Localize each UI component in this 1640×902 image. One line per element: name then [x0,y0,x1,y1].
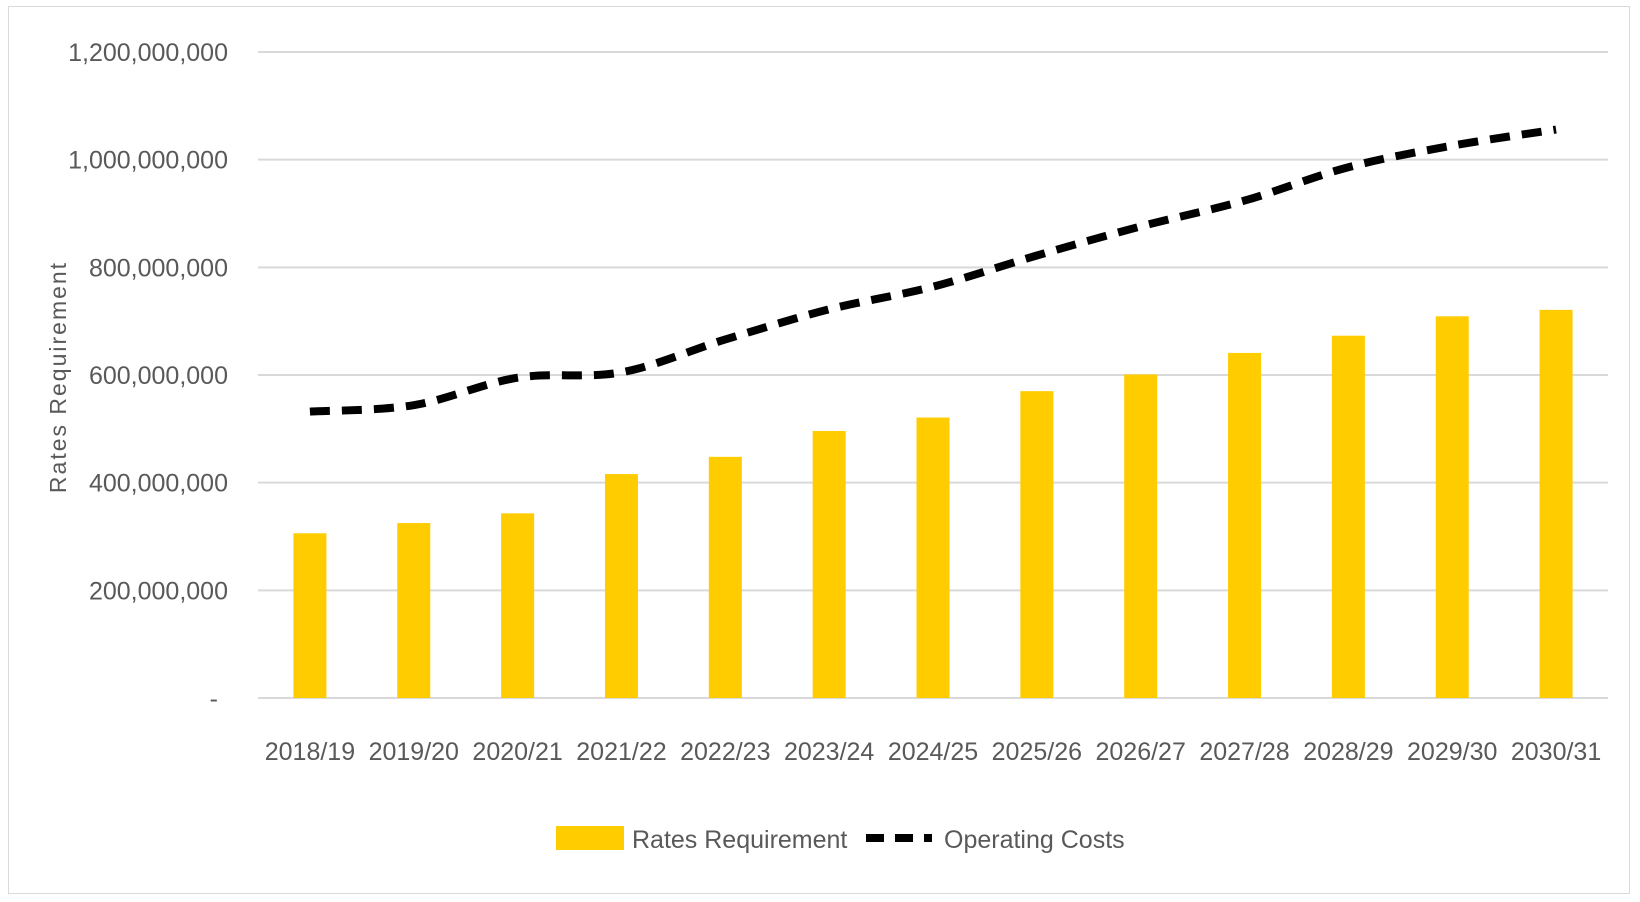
bar [1332,336,1365,698]
line-series [309,129,1556,412]
x-tick-label: 2029/30 [1407,738,1497,766]
x-tick-label: 2027/28 [1199,738,1289,766]
x-tick-label: 2030/31 [1511,738,1601,766]
y-tick-label: 400,000,000 [89,470,228,498]
bar-series [293,310,1572,698]
y-tick-label: 800,000,000 [89,254,228,282]
bar [1020,391,1053,698]
x-tick-labels: 2018/19 2019/20 2020/21 2021/22 2022/23 2023/… [265,738,1602,766]
x-tick-label: 2019/20 [369,738,459,766]
legend-label-rates-requirement: Rates Requirement [632,826,847,854]
bar [1436,316,1469,698]
x-tick-label: 2023/24 [784,738,874,766]
legend-label-operating-costs: Operating Costs [944,826,1125,854]
x-tick-label: 2028/29 [1303,738,1393,766]
x-tick-label: 2018/19 [265,738,355,766]
bar [1124,374,1157,698]
x-tick-label: 2021/22 [576,738,666,766]
bar [709,457,742,698]
legend: Rates Requirement Operating Costs [556,826,1125,854]
y-tick-label: 200,000,000 [89,577,228,605]
line-point [933,286,934,287]
bar [501,513,534,698]
bar [917,418,950,698]
x-tick-label: 2020/21 [472,738,562,766]
bar [813,431,846,698]
x-tick-label: 2022/23 [680,738,770,766]
bar [1540,310,1573,698]
y-tick-label: 1,200,000,000 [68,39,228,67]
bar [605,474,638,698]
bar [1228,353,1261,698]
bar [293,533,326,698]
line-point [1452,145,1453,146]
y-tick-label: 600,000,000 [89,362,228,390]
x-tick-label: 2025/26 [992,738,1082,766]
bar [397,523,430,698]
line-point [829,309,830,310]
y-tick-label: 1,000,000,000 [68,147,228,175]
x-tick-label: 2024/25 [888,738,978,766]
x-tick-label: 2026/27 [1096,738,1186,766]
y-tick-label: - [210,685,218,713]
line-point [1140,226,1141,227]
y-tick-labels: - 200,000,000 400,000,000 600,000,000 800,00… [68,39,228,713]
operating-costs-line [310,130,1556,412]
line-point [621,372,622,373]
y-axis-label: Rates Requirement [45,261,71,493]
legend-swatch-rates-requirement [556,826,624,850]
